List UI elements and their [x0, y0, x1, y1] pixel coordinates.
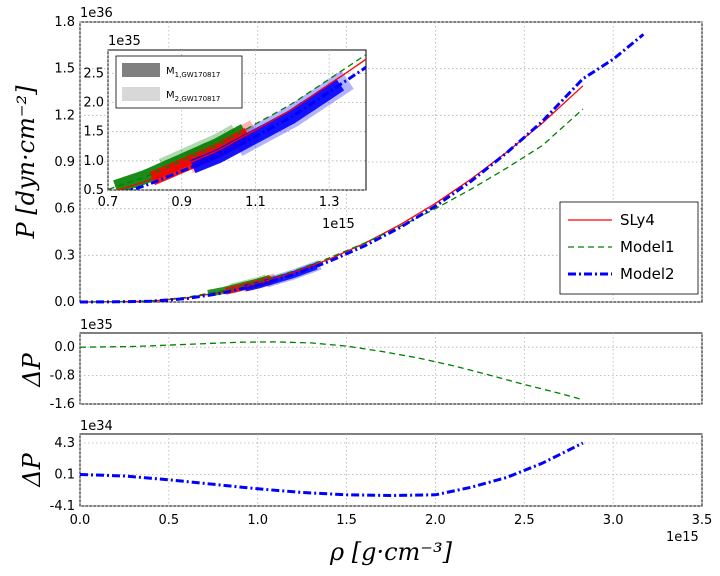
main-panel: 0.0 0.3 0.6 0.9 1.2 1.5 1.8 1e36 1e15 P [dyn·c…: [12, 6, 703, 310]
main-ytick-4: 1.2: [54, 108, 75, 123]
delta1-ytick-2: -1.6: [50, 397, 75, 412]
inset-legend-label-m2: M: [166, 90, 175, 101]
delta-panel-model1: 0.0 -0.8 -1.6 1e35 ΔP: [18, 318, 703, 412]
legend-label-model1: Model1: [620, 238, 675, 256]
delta1-line: [79, 341, 584, 401]
main-y-axis-label: P [dyn·cm⁻²]: [12, 85, 40, 240]
main-ytick-6: 1.8: [54, 15, 75, 30]
inset-line-model2: [124, 65, 366, 190]
delta2-ytick-2: -4.1: [50, 499, 75, 514]
xtick-1: 0.5: [159, 513, 180, 528]
inset-line-sly4: [115, 58, 366, 190]
delta1-ytick-1: -0.8: [50, 369, 75, 384]
main-ytick-3: 0.9: [54, 155, 75, 170]
xtick-0: 0.0: [70, 513, 91, 528]
inset-legend-label-m1: M: [166, 66, 175, 77]
xtick-5: 2.5: [514, 513, 535, 528]
main-line-model2: [79, 33, 645, 304]
inset-ytick-4: 2.5: [83, 66, 104, 81]
inset-xtick-2: 1.1: [245, 195, 266, 210]
inset-legend: M1,GW170817 M2,GW170817: [115, 55, 243, 109]
delta2-y-axis-label: ΔP: [18, 452, 46, 487]
delta-panel-model2: 4.3 0.1 -4.1 0.0 0.5 1.0 1.5 2.0 2.5 3.0 3.5 1e34…: [18, 419, 712, 566]
inset-legend-swatch-m2: [122, 87, 160, 101]
xtick-2: 1.0: [247, 513, 268, 528]
inset-ytick-3: 2.0: [83, 96, 104, 111]
main-x-scale-label: 1e15: [322, 217, 355, 232]
inset-legend-sub-m2: 2,GW170817: [175, 95, 221, 103]
xtick-6: 3.0: [603, 513, 624, 528]
main-legend: SLy4 Model1 Model2: [559, 201, 699, 295]
xtick-4: 2.0: [425, 513, 446, 528]
inset-panel: 0.7 0.9 1.1 1.30.51.01.52.02.5 1e35 M1,GW17…: [83, 34, 367, 210]
delta2-y-scale-label: 1e34: [80, 419, 113, 434]
inset-xtick-1: 0.9: [171, 195, 192, 210]
delta1-y-scale-label: 1e35: [80, 318, 113, 333]
delta1-axes-frame: [79, 332, 703, 405]
inset-legend-swatch-m1: [122, 63, 160, 77]
delta2-ytick-0: 4.3: [54, 436, 75, 451]
x-scale-label: 1e15: [666, 530, 699, 545]
main-ytick-5: 1.5: [54, 62, 75, 77]
main-y-scale-label: 1e36: [80, 6, 113, 21]
svg-text:M1,GW170817: M1,GW170817: [166, 66, 220, 79]
inset-ytick-0: 0.5: [83, 183, 104, 198]
inset-legend-sub-m1: 1,GW170817: [175, 71, 221, 79]
delta2-ytick-1: 0.1: [54, 468, 75, 483]
main-ytick-2: 0.6: [54, 202, 75, 217]
inset-ytick-2: 1.5: [83, 125, 104, 140]
delta1-y-axis-label: ΔP: [18, 352, 46, 387]
delta1-ytick-0: 0.0: [54, 340, 75, 355]
delta2-line: [79, 441, 584, 498]
inset-y-scale-label: 1e35: [108, 34, 141, 49]
main-ytick-0: 0.0: [54, 295, 75, 310]
svg-text:M2,GW170817: M2,GW170817: [166, 90, 220, 103]
main-ytick-1: 0.3: [54, 248, 75, 263]
legend-label-model2: Model2: [620, 265, 675, 283]
xtick-7: 3.5: [692, 513, 713, 528]
xtick-3: 1.5: [336, 513, 357, 528]
inset-xtick-0: 0.7: [98, 195, 119, 210]
legend-label-sly4: SLy4: [620, 211, 655, 229]
inset-ytick-1: 1.0: [83, 154, 104, 169]
inset-line-model1: [108, 53, 366, 190]
inset-xtick-3: 1.3: [319, 195, 340, 210]
x-axis-label: ρ [g·cm⁻³]: [329, 538, 453, 566]
